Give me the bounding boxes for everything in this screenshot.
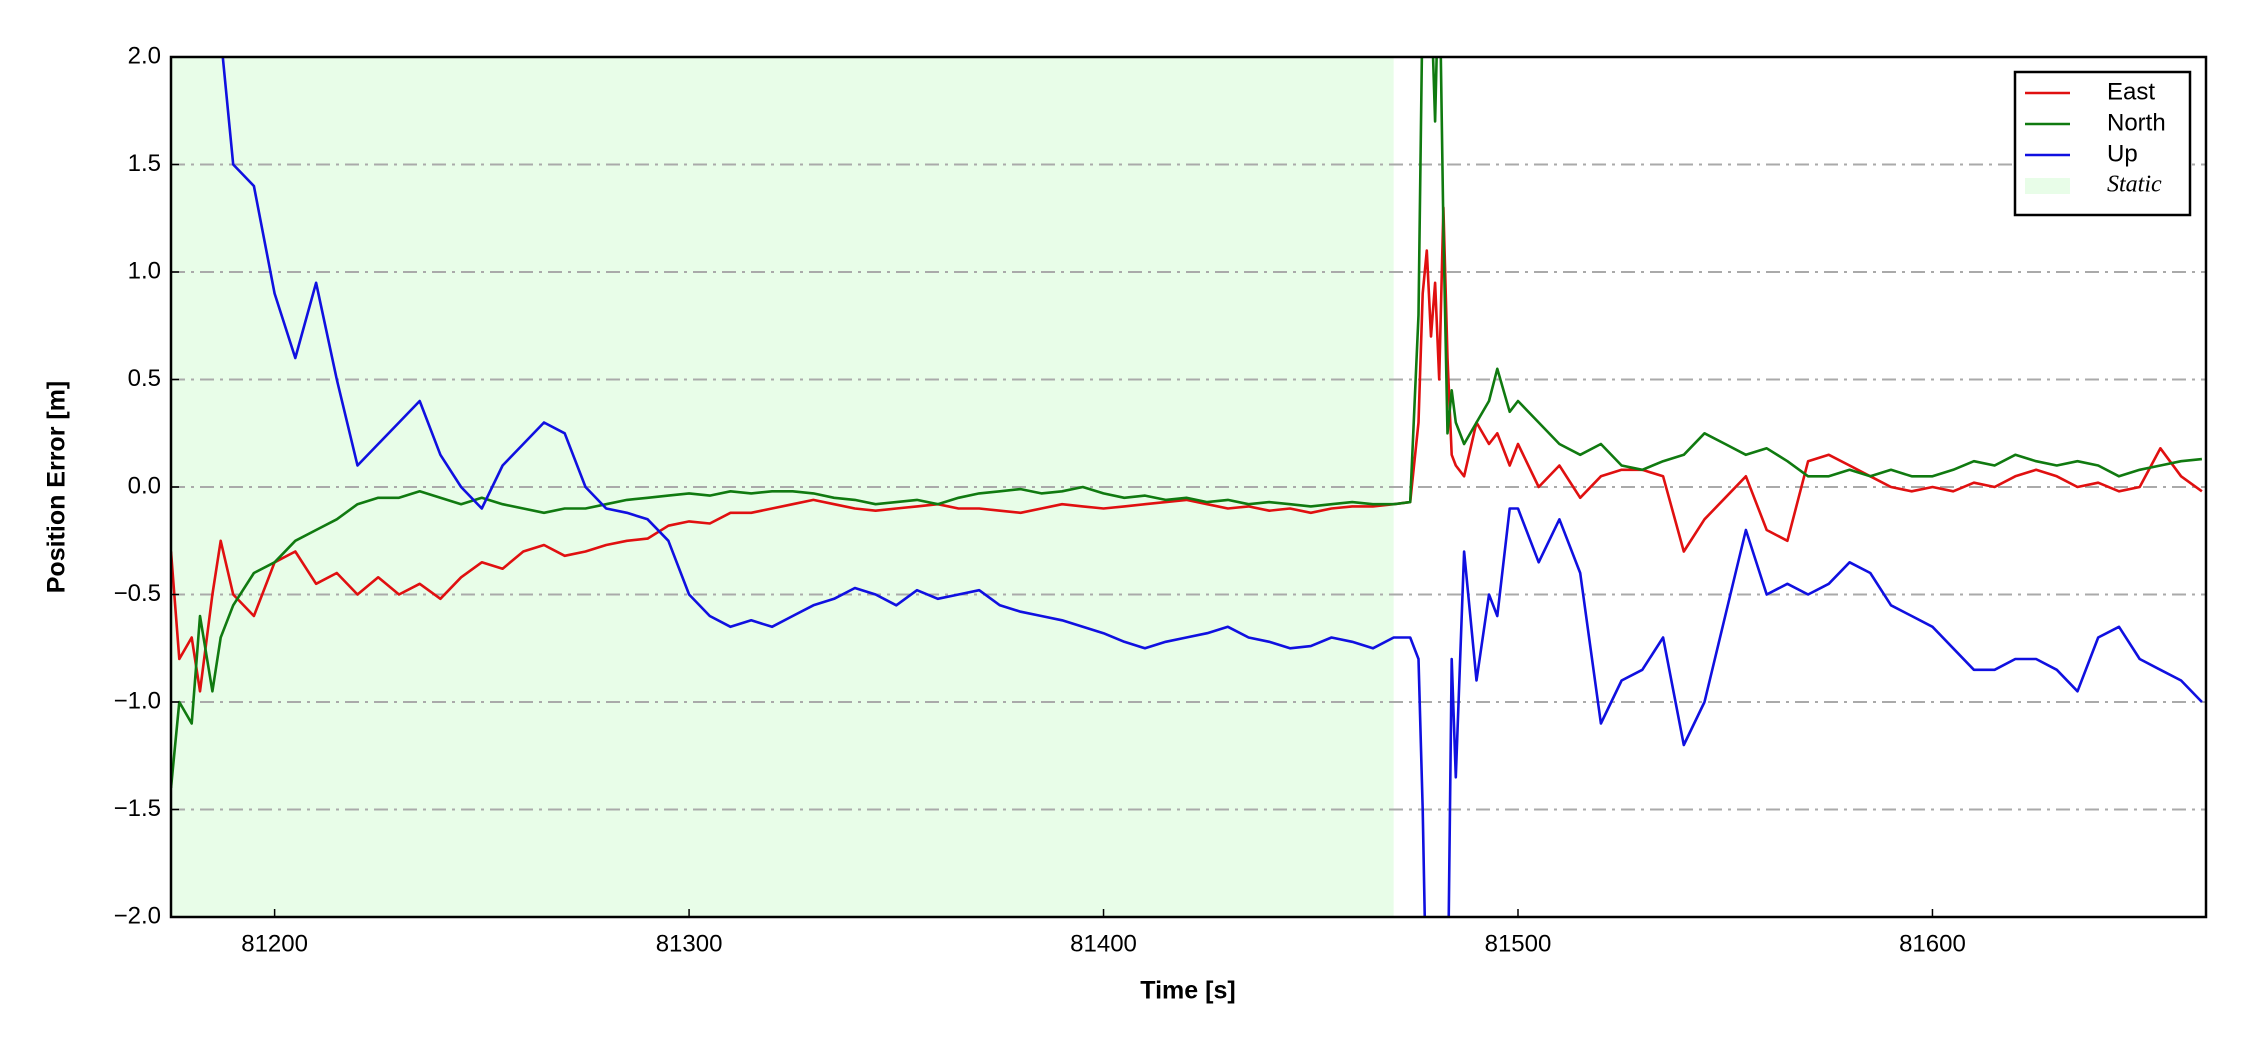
y-tick-label: 0.5 [128, 365, 161, 392]
legend: East North Up Static [2013, 70, 2192, 217]
y-tick-label: −1.0 [114, 687, 161, 714]
axes: −2.0 −1.5 −1.0 −0.5 0.0 0.5 1.0 1.5 2.0 81200 8130… [114, 42, 1966, 957]
y-tick-label: 1.5 [128, 150, 161, 177]
x-tick-label: 81600 [1899, 930, 1966, 957]
y-tick-label: −0.5 [114, 580, 161, 607]
legend-label: East [2107, 78, 2155, 105]
y-tick-label: 1.0 [128, 257, 161, 284]
y-tick-label: −1.5 [114, 795, 161, 822]
legend-swatch [2025, 178, 2070, 194]
x-tick-label: 81300 [656, 930, 723, 957]
y-tick-label: 2.0 [128, 42, 161, 69]
x-axis-label: Time [s] [1140, 977, 1235, 1005]
lines [171, 57, 2203, 917]
x-tick-label: 81400 [1070, 930, 1137, 957]
series-line [171, 206, 2203, 693]
x-tick-label: 81500 [1485, 930, 1552, 957]
legend-label: North [2107, 109, 2166, 136]
x-tick-label: 81200 [241, 930, 308, 957]
series-line [221, 57, 2203, 917]
y-tick-label: 0.0 [128, 472, 161, 499]
series-line [171, 57, 2203, 789]
legend-label: Up [2107, 140, 2138, 167]
legend-label: Static [2107, 172, 2162, 198]
y-tick-label: −2.0 [114, 902, 161, 929]
y-axis-label: Position Error [m] [43, 381, 71, 594]
